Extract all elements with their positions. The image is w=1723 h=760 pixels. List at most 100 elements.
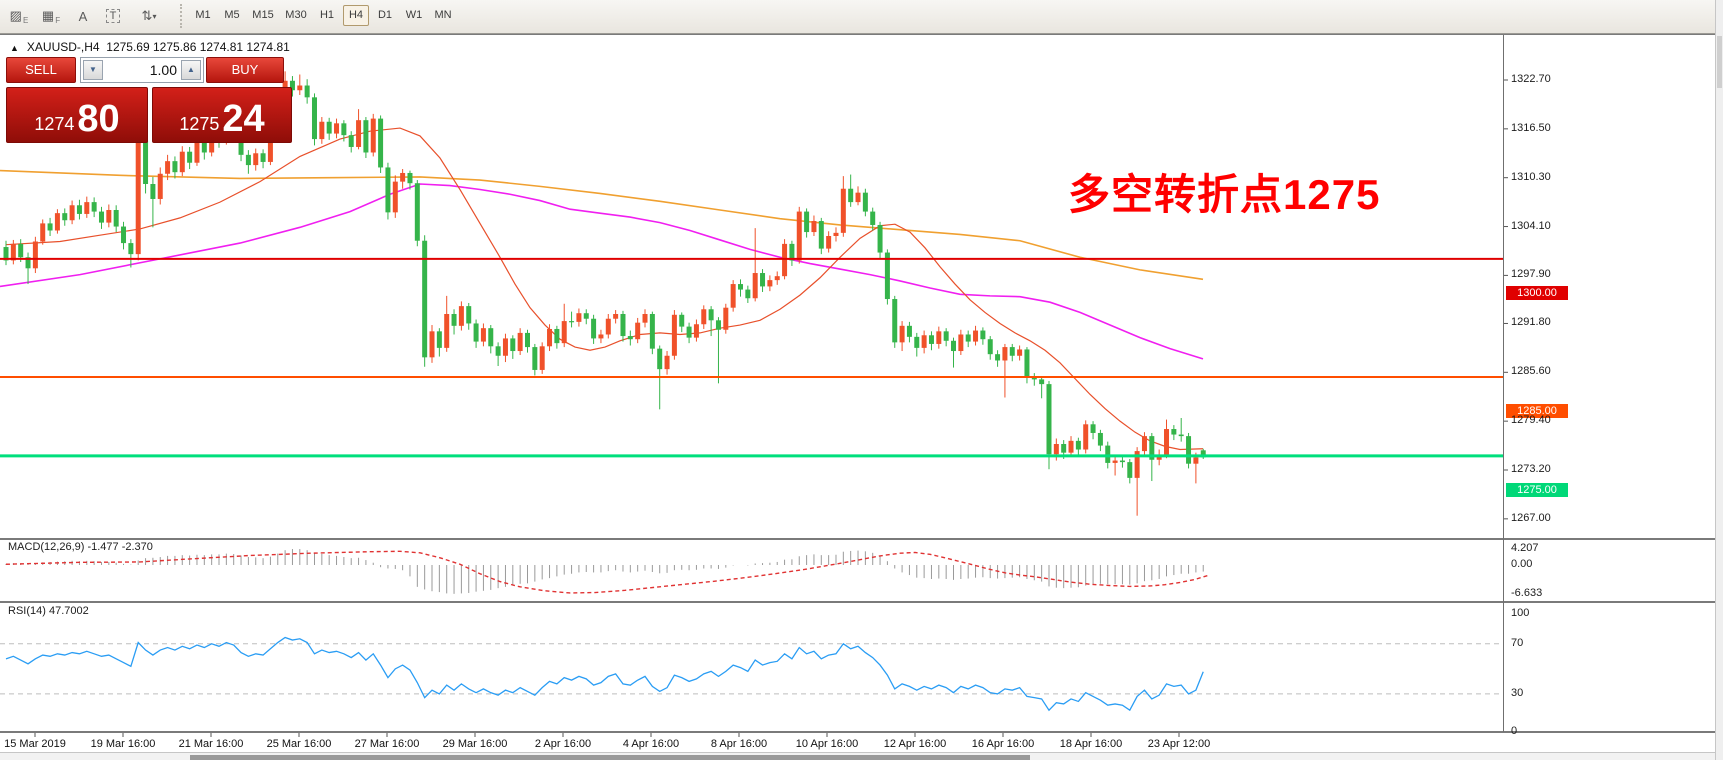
candle-body bbox=[165, 161, 171, 174]
price-axis-label[interactable]: 1316.50 bbox=[1511, 121, 1551, 134]
price-axis-label[interactable]: 1285.60 bbox=[1511, 365, 1551, 378]
candle-body bbox=[187, 151, 193, 163]
time-axis-label[interactable]: 4 Apr 16:00 bbox=[622, 738, 680, 750]
pattern-e-icon[interactable]: ▨ E bbox=[9, 8, 29, 25]
price-axis-label[interactable]: 1273.20 bbox=[1511, 463, 1551, 475]
time-axis-label[interactable]: 19 Mar 16:00 bbox=[90, 738, 156, 750]
candle-body bbox=[987, 339, 993, 355]
candle-body bbox=[1193, 457, 1199, 464]
vertical-scrollbar[interactable] bbox=[1715, 0, 1723, 760]
toolbar-separator bbox=[180, 4, 187, 28]
candle-body bbox=[47, 223, 53, 231]
horizontal-scrollbar[interactable] bbox=[0, 752, 1716, 760]
toolbar: ▨ E ▦ F A T ⇅ ▾ M1 M5 M15 M30 H1 H4 D1 W1 MN bbox=[0, 0, 1723, 34]
one-click-trade-panel: SELL ▼ 1.00 ▲ BUY 1274 80 1275 24 bbox=[6, 57, 292, 143]
pane-separator[interactable] bbox=[0, 538, 1716, 540]
horizontal-scrollbar-thumb[interactable] bbox=[190, 755, 1030, 760]
candle-body bbox=[598, 334, 604, 339]
textbox-t-icon[interactable]: T bbox=[100, 4, 126, 28]
cycle-arrows-icon[interactable]: ⇅ ▾ bbox=[141, 8, 157, 23]
candle-body bbox=[436, 331, 442, 348]
time-axis-label[interactable]: 8 Apr 16:00 bbox=[710, 738, 768, 750]
text-a-icon[interactable]: A bbox=[78, 8, 88, 24]
candle-body bbox=[642, 314, 648, 323]
time-axis-label[interactable]: 29 Mar 16:00 bbox=[442, 738, 508, 750]
candle-body bbox=[1178, 434, 1184, 437]
candle-body bbox=[943, 331, 949, 341]
timeframe-button-h4[interactable]: H4 bbox=[343, 5, 369, 26]
timeframe-button-d1[interactable]: D1 bbox=[377, 9, 393, 21]
time-axis-label[interactable]: 21 Mar 16:00 bbox=[178, 738, 244, 750]
volume-increase-button[interactable]: ▲ bbox=[181, 60, 201, 80]
candle-body bbox=[495, 346, 501, 356]
candle-body bbox=[862, 192, 868, 212]
time-axis-label[interactable]: 27 Mar 16:00 bbox=[354, 738, 420, 750]
price-axis-label[interactable]: 1322.70 bbox=[1511, 73, 1551, 85]
symbol-marker-icon: ▲ bbox=[10, 43, 19, 53]
macd-axis-label[interactable]: -6.633 bbox=[1511, 586, 1543, 599]
candle-body bbox=[157, 173, 163, 199]
price-axis-label[interactable]: 1297.90 bbox=[1511, 268, 1551, 281]
time-axis-label[interactable]: 16 Apr 16:00 bbox=[971, 738, 1035, 750]
ask-price-tile[interactable]: 1275 24 bbox=[152, 87, 292, 143]
time-axis-label[interactable]: 10 Apr 16:00 bbox=[795, 738, 859, 750]
price-axis-label[interactable]: 1291.80 bbox=[1511, 316, 1551, 329]
rsi-axis-label[interactable]: 70 bbox=[1511, 636, 1524, 649]
timeframe-button-m30[interactable]: M30 bbox=[285, 9, 307, 21]
time-axis-label[interactable]: 23 Apr 12:00 bbox=[1147, 738, 1211, 750]
candle-body bbox=[591, 318, 597, 339]
candle-body bbox=[311, 97, 317, 140]
timeframe-button-mn[interactable]: MN bbox=[434, 9, 452, 21]
candle-body bbox=[973, 330, 979, 342]
candle-body bbox=[855, 192, 861, 203]
rsi-axis-label[interactable]: 100 bbox=[1511, 607, 1530, 619]
chart-window[interactable]: ▲ XAUUSD-,H4 1275.69 1275.86 1274.81 1274… bbox=[0, 34, 1716, 760]
macd-axis-label[interactable]: 0.00 bbox=[1511, 558, 1533, 570]
price-axis-label[interactable]: 1310.30 bbox=[1511, 170, 1551, 183]
rsi-axis-label[interactable]: 30 bbox=[1511, 686, 1524, 699]
candle-body bbox=[414, 183, 420, 241]
grid-f-icon[interactable]: ▦ F bbox=[41, 8, 61, 25]
price-axis-label[interactable]: 1279.40 bbox=[1511, 414, 1551, 427]
macd-axis-label[interactable]: 4.207 bbox=[1511, 542, 1539, 554]
timeframe-button-w1[interactable]: W1 bbox=[405, 9, 423, 21]
candle-body bbox=[686, 326, 692, 338]
candle-body bbox=[715, 320, 721, 330]
time-axis-label[interactable]: 15 Mar 2019 bbox=[4, 738, 66, 750]
timeframe-button-m15[interactable]: M15 bbox=[252, 9, 274, 21]
timeframe-button-h1[interactable]: H1 bbox=[319, 9, 335, 21]
time-axis-label[interactable]: 12 Apr 16:00 bbox=[883, 738, 947, 750]
timeframe-button-m1[interactable]: M1 bbox=[195, 9, 211, 21]
candle-body bbox=[172, 161, 178, 173]
candle-body bbox=[98, 211, 104, 223]
macd-label: MACD(12,26,9) -1.477 -2.370 bbox=[8, 541, 153, 553]
vertical-scrollbar-thumb[interactable] bbox=[1717, 36, 1722, 88]
sell-button[interactable]: SELL bbox=[6, 57, 76, 83]
ma-slow-orange bbox=[0, 169, 1204, 281]
chart-surface[interactable] bbox=[0, 35, 1716, 760]
candle-body bbox=[1083, 424, 1089, 450]
chart-annotation-text: 多空转折点1275 bbox=[1068, 171, 1381, 218]
buy-button[interactable]: BUY bbox=[206, 57, 284, 83]
timeframe-button-m5[interactable]: M5 bbox=[224, 9, 240, 21]
bid-price-tile[interactable]: 1274 80 bbox=[6, 87, 148, 143]
time-axis-label[interactable]: 2 Apr 16:00 bbox=[534, 738, 592, 750]
price-axis-border bbox=[1503, 35, 1504, 732]
candle-body bbox=[980, 330, 986, 340]
price-axis-label[interactable]: 1267.00 bbox=[1511, 511, 1551, 524]
candle-body bbox=[297, 85, 303, 91]
rsi-axis-label[interactable]: 0 bbox=[1511, 724, 1518, 737]
time-axis-label[interactable]: 25 Mar 16:00 bbox=[266, 738, 332, 750]
candle-body bbox=[693, 324, 699, 338]
candle-body bbox=[627, 336, 633, 340]
candle-body bbox=[91, 202, 97, 212]
volume-input[interactable]: 1.00 bbox=[149, 62, 177, 78]
candle-body bbox=[385, 167, 391, 213]
pane-separator[interactable] bbox=[0, 601, 1716, 603]
bid-price-big: 80 bbox=[77, 98, 120, 140]
candle-body bbox=[319, 121, 325, 140]
volume-decrease-button[interactable]: ▼ bbox=[83, 60, 103, 80]
candle-body bbox=[833, 232, 839, 237]
price-axis-label[interactable]: 1304.10 bbox=[1511, 219, 1551, 232]
time-axis-label[interactable]: 18 Apr 16:00 bbox=[1059, 738, 1123, 750]
